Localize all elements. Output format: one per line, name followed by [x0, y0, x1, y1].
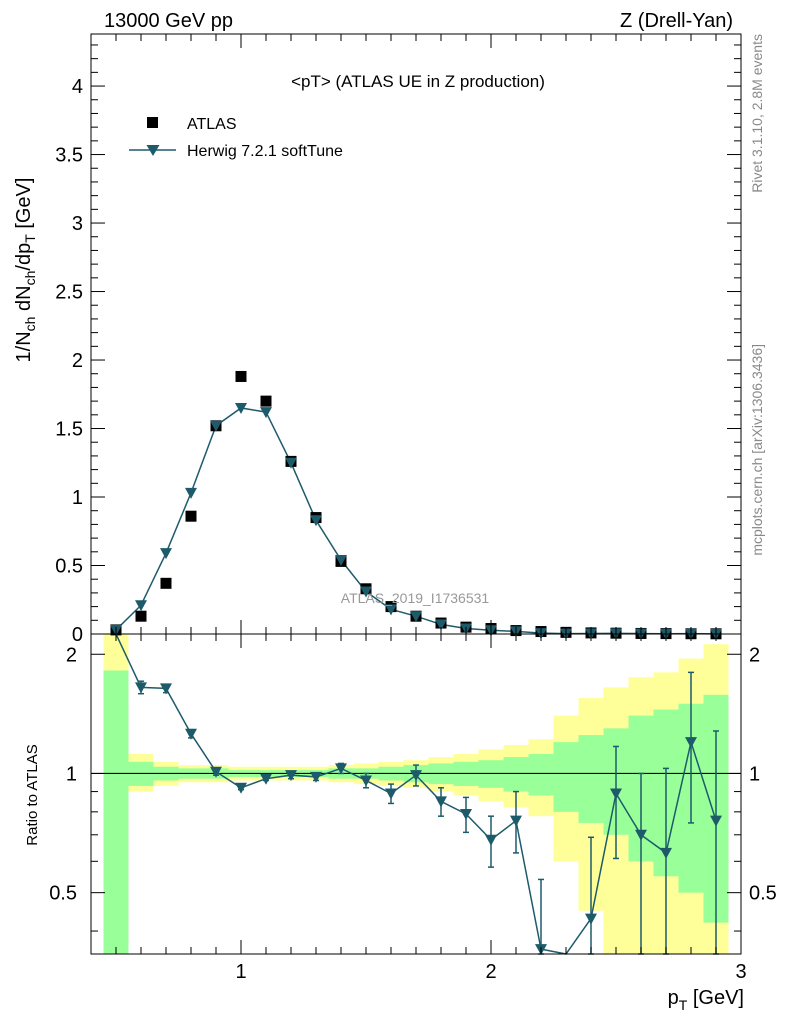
atlas-data-point [160, 577, 172, 589]
y-tick-label: 0.5 [55, 556, 83, 578]
ratio-point [285, 770, 297, 782]
ratio-band-inner [578, 735, 604, 823]
y-tick-label: 3.5 [55, 145, 83, 167]
rivet-version: Rivet 3.1.10, 2.8M events [749, 34, 765, 193]
analysis-watermark: ATLAS_2019_I1736531 [341, 590, 490, 606]
x-tick-label: 3 [735, 961, 746, 983]
y-tick-label: 4 [72, 76, 83, 98]
herwig-point [385, 604, 397, 616]
herwig-point [185, 487, 197, 499]
ratio-band-inner [503, 757, 529, 792]
ratio-point [610, 788, 622, 800]
axis-ticks: 0 0.5 1 1.5 2 2.5 3 3.5 4 1 2 3 0.5 0.5 1 1 2 2 [49, 34, 777, 983]
herwig-point [210, 420, 222, 432]
legend-atlas-label: ATLAS [187, 116, 237, 133]
y-tick-label: 1 [72, 487, 83, 509]
plot-title: <pT> (ATLAS UE in Z production) [291, 72, 545, 91]
ratio-point [510, 815, 522, 827]
mcplots-reference: mcplots.cern.ch [arXiv:1306.3436] [749, 344, 765, 556]
ratio-point [485, 834, 497, 846]
ratio-tick-label-right: 0.5 [749, 883, 777, 905]
ratio-tick-label-right: 2 [749, 644, 760, 666]
ratio-point [185, 728, 197, 740]
x-axis-label: pT [GeV] [668, 987, 744, 1013]
atlas-data-point [135, 610, 147, 622]
herwig-point [285, 457, 297, 469]
header-energy: 13000 GeV pp [104, 10, 233, 32]
ratio-point [410, 770, 422, 782]
ratio-point [635, 829, 647, 841]
x-tick-label: 1 [235, 961, 246, 983]
legend-herwig-label: Herwig 7.2.1 softTune [187, 143, 343, 160]
herwig-point [260, 407, 272, 419]
y-tick-label: 0 [72, 624, 83, 646]
ratio-point [435, 796, 447, 808]
ratio-point [335, 763, 347, 775]
herwig-point [135, 600, 147, 612]
y-axis-label: 1/Nch dNch/dpT [GeV] [13, 178, 38, 363]
herwig-point [360, 586, 372, 598]
y-tick-label: 3 [72, 213, 83, 235]
ratio-y-axis-label: Ratio to ATLAS [24, 744, 41, 845]
ratio-point [310, 771, 322, 783]
herwig-point [310, 515, 322, 527]
legend-atlas-marker [147, 117, 158, 128]
ratio-point [160, 683, 172, 695]
atlas-data-point [260, 395, 272, 407]
y-tick-label: 2 [72, 350, 83, 372]
ratio-point [685, 737, 697, 749]
y-tick-label: 2.5 [55, 282, 83, 304]
atlas-data-point [185, 510, 197, 522]
ratio-point [360, 775, 372, 787]
ratio-tick-label-left: 0.5 [49, 883, 77, 905]
ratio-panel-frame [90, 633, 742, 955]
legend-herwig-marker [146, 145, 160, 156]
herwig-point [160, 548, 172, 560]
ratio-band-inner [103, 670, 129, 954]
herwig-point [335, 555, 347, 567]
herwig-point [235, 402, 247, 414]
ratio-point [460, 808, 472, 820]
ratio-tick-label-right: 1 [749, 763, 760, 785]
ratio-point [135, 682, 147, 694]
ratio-point [660, 847, 672, 859]
ratio-point [235, 782, 247, 794]
ratio-point [710, 815, 722, 827]
atlas-data-point [235, 370, 247, 382]
herwig-point [410, 611, 422, 623]
header-process: Z (Drell-Yan) [620, 10, 733, 32]
ratio-point [210, 766, 222, 778]
ratio-point [385, 788, 397, 800]
ratio-tick-label-left: 1 [66, 763, 77, 785]
y-tick-label: 1.5 [55, 419, 83, 441]
ratio-band-inner [528, 753, 554, 796]
ratio-band-inner [553, 742, 579, 812]
ratio-point [585, 913, 597, 925]
herwig-point [435, 619, 447, 631]
ratio-series [115, 633, 722, 956]
ratio-uncertainty-bands [91, 634, 741, 954]
ratio-point [260, 773, 272, 785]
ratio-tick-label-left: 2 [66, 644, 77, 666]
x-tick-label: 2 [485, 961, 496, 983]
